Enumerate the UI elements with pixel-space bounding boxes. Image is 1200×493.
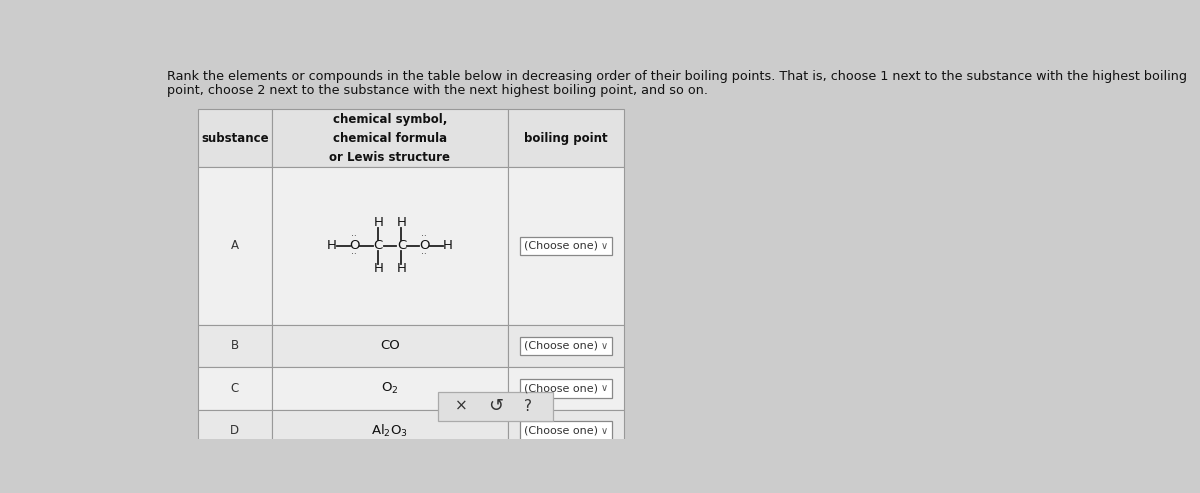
- Text: C: C: [397, 240, 406, 252]
- Bar: [198, 367, 271, 410]
- Text: CO: CO: [380, 340, 400, 352]
- Text: O: O: [420, 240, 430, 252]
- Text: ∨: ∨: [600, 384, 607, 393]
- Text: H: H: [373, 262, 383, 276]
- Text: ∨: ∨: [600, 341, 607, 351]
- Text: ↺: ↺: [488, 397, 503, 416]
- Text: H: H: [443, 240, 452, 252]
- Text: ··: ··: [352, 232, 358, 241]
- Bar: [521, 337, 612, 355]
- Bar: [521, 422, 612, 440]
- Text: B: B: [230, 340, 239, 352]
- Bar: [198, 167, 271, 325]
- Bar: [508, 367, 624, 410]
- Text: $\mathregular{O_2}$: $\mathregular{O_2}$: [382, 381, 398, 396]
- Bar: [271, 109, 508, 167]
- Bar: [271, 410, 508, 452]
- Text: (Choose one): (Choose one): [523, 241, 598, 251]
- Text: ··: ··: [421, 250, 427, 260]
- Bar: [198, 109, 271, 167]
- Text: D: D: [230, 424, 240, 437]
- Text: ×: ×: [455, 399, 468, 414]
- Bar: [271, 167, 508, 325]
- Bar: [508, 325, 624, 367]
- Text: ∨: ∨: [600, 425, 607, 436]
- Bar: [198, 325, 271, 367]
- Text: $\mathregular{Al_2O_3}$: $\mathregular{Al_2O_3}$: [372, 423, 408, 439]
- Bar: [508, 109, 624, 167]
- Text: (Choose one): (Choose one): [523, 384, 598, 393]
- Text: substance: substance: [202, 132, 269, 144]
- Bar: [508, 167, 624, 325]
- Text: H: H: [396, 216, 407, 229]
- Bar: [271, 367, 508, 410]
- Bar: [508, 410, 624, 452]
- Text: ··: ··: [352, 250, 358, 260]
- Text: H: H: [396, 262, 407, 276]
- Text: A: A: [230, 240, 239, 252]
- Bar: [198, 410, 271, 452]
- Bar: [438, 392, 553, 421]
- Text: ∨: ∨: [600, 241, 607, 251]
- Text: chemical symbol,
chemical formula
or Lewis structure: chemical symbol, chemical formula or Lew…: [329, 112, 450, 164]
- Text: (Choose one): (Choose one): [523, 341, 598, 351]
- Text: C: C: [230, 382, 239, 395]
- Text: (Choose one): (Choose one): [523, 425, 598, 436]
- Text: point, choose 2 next to the substance with the next highest boiling point, and s: point, choose 2 next to the substance wi…: [167, 84, 708, 97]
- Text: C: C: [373, 240, 383, 252]
- Bar: [521, 237, 612, 255]
- Text: ··: ··: [421, 232, 427, 241]
- Text: boiling point: boiling point: [524, 132, 608, 144]
- Text: ?: ?: [523, 399, 532, 414]
- Text: H: H: [326, 240, 337, 252]
- Bar: [271, 325, 508, 367]
- Text: Rank the elements or compounds in the table below in decreasing order of their b: Rank the elements or compounds in the ta…: [167, 70, 1187, 83]
- Text: O: O: [349, 240, 360, 252]
- Bar: [521, 379, 612, 397]
- Text: H: H: [373, 216, 383, 229]
